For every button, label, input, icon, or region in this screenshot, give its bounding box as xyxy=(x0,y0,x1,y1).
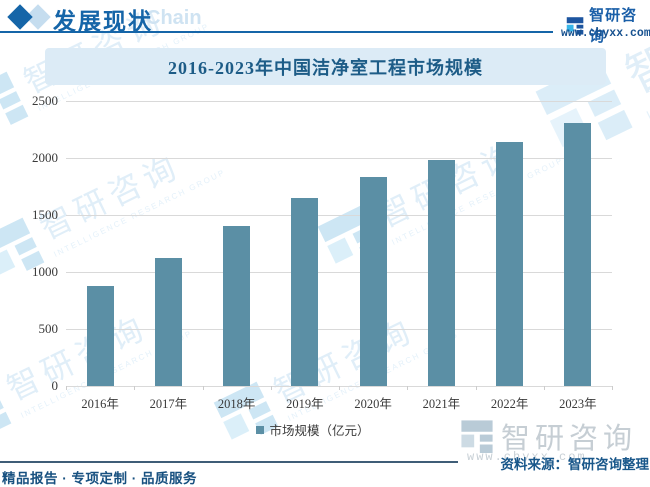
bar-2017年 xyxy=(154,258,182,386)
x-axis-category-label: 2020年 xyxy=(354,397,392,411)
bar-2022年 xyxy=(496,142,524,386)
background-word: Chain xyxy=(146,7,202,29)
footer-brand-name: 智研咨询 xyxy=(501,423,638,455)
chart-title-banner: 2016-2023年中国洁净室工程市场规模 xyxy=(45,48,606,85)
section-title: 发展现状 xyxy=(53,8,153,34)
legend-marker xyxy=(256,425,265,434)
chart-title: 2016-2023年中国洁净室工程市场规模 xyxy=(168,57,483,78)
x-axis-tick xyxy=(202,386,204,390)
brand-name: 智研咨询 xyxy=(589,7,638,45)
bar-2019年 xyxy=(291,197,319,386)
x-axis-category-label: 2022年 xyxy=(490,397,529,411)
x-axis-tick xyxy=(543,386,545,390)
gridline xyxy=(66,329,612,330)
y-axis-tick-label: 2000 xyxy=(32,150,58,165)
legend-label: 市场规模（亿元） xyxy=(269,424,370,438)
y-axis-tick-label: 2500 xyxy=(32,93,58,108)
y-axis-tick-label: 1500 xyxy=(32,207,58,222)
bar-2021年 xyxy=(427,159,455,386)
x-axis-tick xyxy=(339,386,340,390)
diamond-icon-dark xyxy=(7,4,33,30)
x-axis-tick xyxy=(475,386,477,390)
gridline xyxy=(66,215,612,216)
brand-logo-top: 智研咨询 xyxy=(566,4,650,46)
x-axis-category-label: 2019年 xyxy=(286,397,324,411)
gridline xyxy=(66,158,612,159)
x-axis-tick xyxy=(612,386,613,390)
zhiyan-logo-icon xyxy=(461,420,493,453)
x-axis-tick xyxy=(134,386,136,390)
gridline xyxy=(66,101,612,102)
bar-2020年 xyxy=(359,177,387,386)
y-axis-tick-label: 1000 xyxy=(32,264,58,279)
bar-2016年 xyxy=(86,285,114,386)
y-axis-tick-label: 500 xyxy=(38,321,59,336)
bar-2023年 xyxy=(564,122,592,386)
x-axis-tick xyxy=(66,386,67,390)
x-axis-category-label: 2016年 xyxy=(81,397,119,411)
x-axis-category-label: 2018年 xyxy=(217,397,256,411)
zhiyan-logo-icon xyxy=(566,16,584,35)
footer-divider xyxy=(0,461,458,463)
source-note: 资料来源：智研咨询整理 xyxy=(500,457,650,472)
x-axis-category-label: 2023年 xyxy=(559,397,597,411)
header-divider xyxy=(0,31,553,33)
y-axis-tick-label: 0 xyxy=(51,378,59,393)
footer-brand-url: www.chyxx.com xyxy=(467,450,587,464)
x-axis-category-label: 2021年 xyxy=(422,397,461,411)
x-axis-tick xyxy=(270,386,272,390)
brand-logo-bottom: 智研咨询 xyxy=(460,415,637,457)
gridline xyxy=(66,272,612,273)
footer-slogan: 精品报告 · 专项定制 · 品质服务 xyxy=(2,471,197,486)
brand-url: www.chyxx.com xyxy=(561,27,650,40)
page-header: Chain 发展现状 智研咨询 www.chyxx.com xyxy=(0,0,650,46)
bar-2018年 xyxy=(223,225,251,386)
chart-legend: 市场规模（亿元） xyxy=(40,420,586,439)
x-axis-tick xyxy=(407,386,409,390)
x-axis-category-label: 2017年 xyxy=(149,397,188,411)
